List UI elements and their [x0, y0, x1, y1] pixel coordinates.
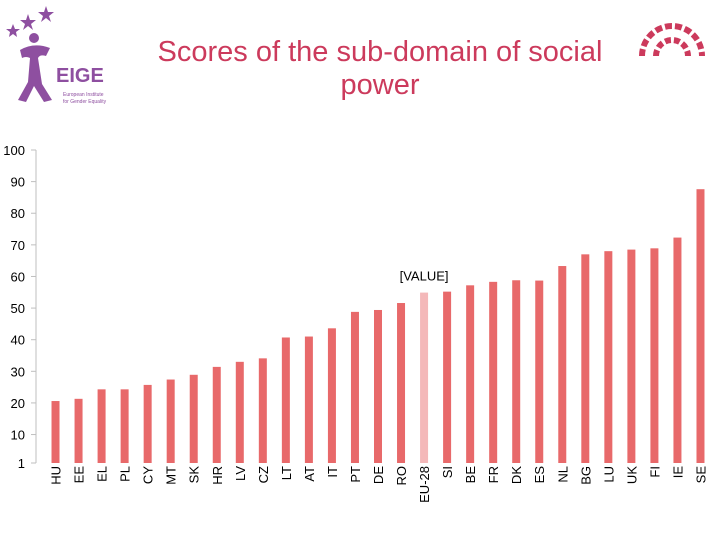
y-tick-label: 70 [11, 238, 25, 253]
x-tick-label: IE [670, 466, 685, 479]
bar-uk [627, 249, 636, 463]
bar-be [466, 285, 475, 463]
x-tick-label: HR [210, 466, 225, 485]
bar-es [535, 280, 544, 463]
bar-si [443, 291, 452, 463]
x-tick-label: PL [118, 466, 133, 482]
x-tick-label: FR [486, 466, 501, 483]
star-icon [20, 14, 36, 30]
x-tick-label: NL [555, 466, 570, 483]
bar-dk [512, 280, 521, 463]
bar-cz [258, 358, 267, 463]
x-tick-label: LV [233, 466, 248, 481]
data-label: [VALUE] [400, 269, 449, 284]
bar-el [97, 389, 106, 463]
star-icon [38, 6, 54, 22]
x-tick-label: CZ [256, 466, 271, 483]
bar-fr [489, 281, 498, 463]
bar-lu [604, 251, 613, 463]
x-tick-label: FI [647, 466, 662, 478]
bar-ro [397, 303, 406, 463]
y-tick-label: 10 [11, 428, 25, 443]
bar-pt [350, 311, 359, 463]
bar-bg [581, 254, 590, 463]
x-tick-label: SI [440, 466, 455, 478]
x-tick-label: LU [601, 466, 616, 483]
x-tick-label: DK [509, 466, 524, 484]
bar-pl [120, 389, 129, 463]
x-tick-label: EU-28 [417, 466, 432, 503]
x-tick-label: BE [463, 466, 478, 484]
logo-name: EIGE [56, 65, 104, 87]
bar-se [696, 189, 705, 463]
bars [51, 189, 705, 463]
x-tick-label: IT [325, 466, 340, 478]
x-tick-label: SE [693, 466, 708, 484]
star-icon [6, 24, 20, 37]
bar-sk [189, 374, 198, 463]
x-tick-label: SK [187, 466, 202, 484]
x-tick-label: EE [72, 466, 87, 484]
y-tick-label: 30 [11, 364, 25, 379]
parliament-logo [639, 23, 705, 57]
x-axis-labels: HU EE EL PL CY MT SK HR LV CZ LT AT IT PT DE RO EU-28 SI B… [49, 466, 709, 503]
bar-lv [235, 361, 244, 463]
y-tick-label: 1 [18, 456, 25, 471]
bar-mt [166, 379, 175, 463]
x-tick-label: LT [279, 466, 294, 480]
bar-fi [650, 248, 659, 463]
bar-eu-28 [420, 292, 429, 463]
x-tick-label: BG [578, 466, 593, 485]
bar-lt [281, 337, 290, 463]
y-axis: 1 10 20 30 40 50 60 70 80 90 100 [3, 143, 37, 471]
bar-ie [673, 237, 682, 463]
bar-ee [74, 398, 83, 463]
bar-de [374, 309, 382, 463]
bar-nl [558, 266, 567, 463]
x-tick-label: MT [164, 466, 179, 485]
bar-at [304, 336, 313, 463]
chart-title: Scores of the sub-domain of social power [157, 36, 603, 101]
bar-it [327, 328, 336, 463]
logo-tagline: for Gender Equality [63, 99, 107, 105]
y-tick-label: 90 [11, 175, 25, 190]
x-tick-label: ES [532, 466, 547, 484]
x-tick-label: UK [624, 466, 639, 484]
annotations: [VALUE] [400, 269, 449, 284]
y-tick-label: 80 [11, 206, 25, 221]
logo-tagline: European Institute [63, 92, 104, 98]
y-tick-label: 50 [11, 301, 25, 316]
y-tick-label: 20 [11, 396, 25, 411]
x-tick-label: RO [394, 466, 409, 486]
x-tick-label: EL [95, 466, 110, 482]
y-tick-label: 40 [11, 333, 25, 348]
bar-hu [51, 401, 60, 463]
eige-logo: EIGE European Institute for Gender Equal… [6, 6, 107, 105]
y-tick-label: 100 [3, 143, 25, 158]
bar-cy [143, 384, 152, 463]
x-tick-label: HU [49, 466, 64, 485]
y-tick-label: 60 [11, 269, 25, 284]
x-tick-label: DE [371, 466, 386, 484]
x-tick-label: PT [348, 466, 363, 483]
x-tick-label: CY [141, 466, 156, 484]
x-tick-label: AT [302, 466, 317, 482]
bar-hr [212, 366, 221, 463]
